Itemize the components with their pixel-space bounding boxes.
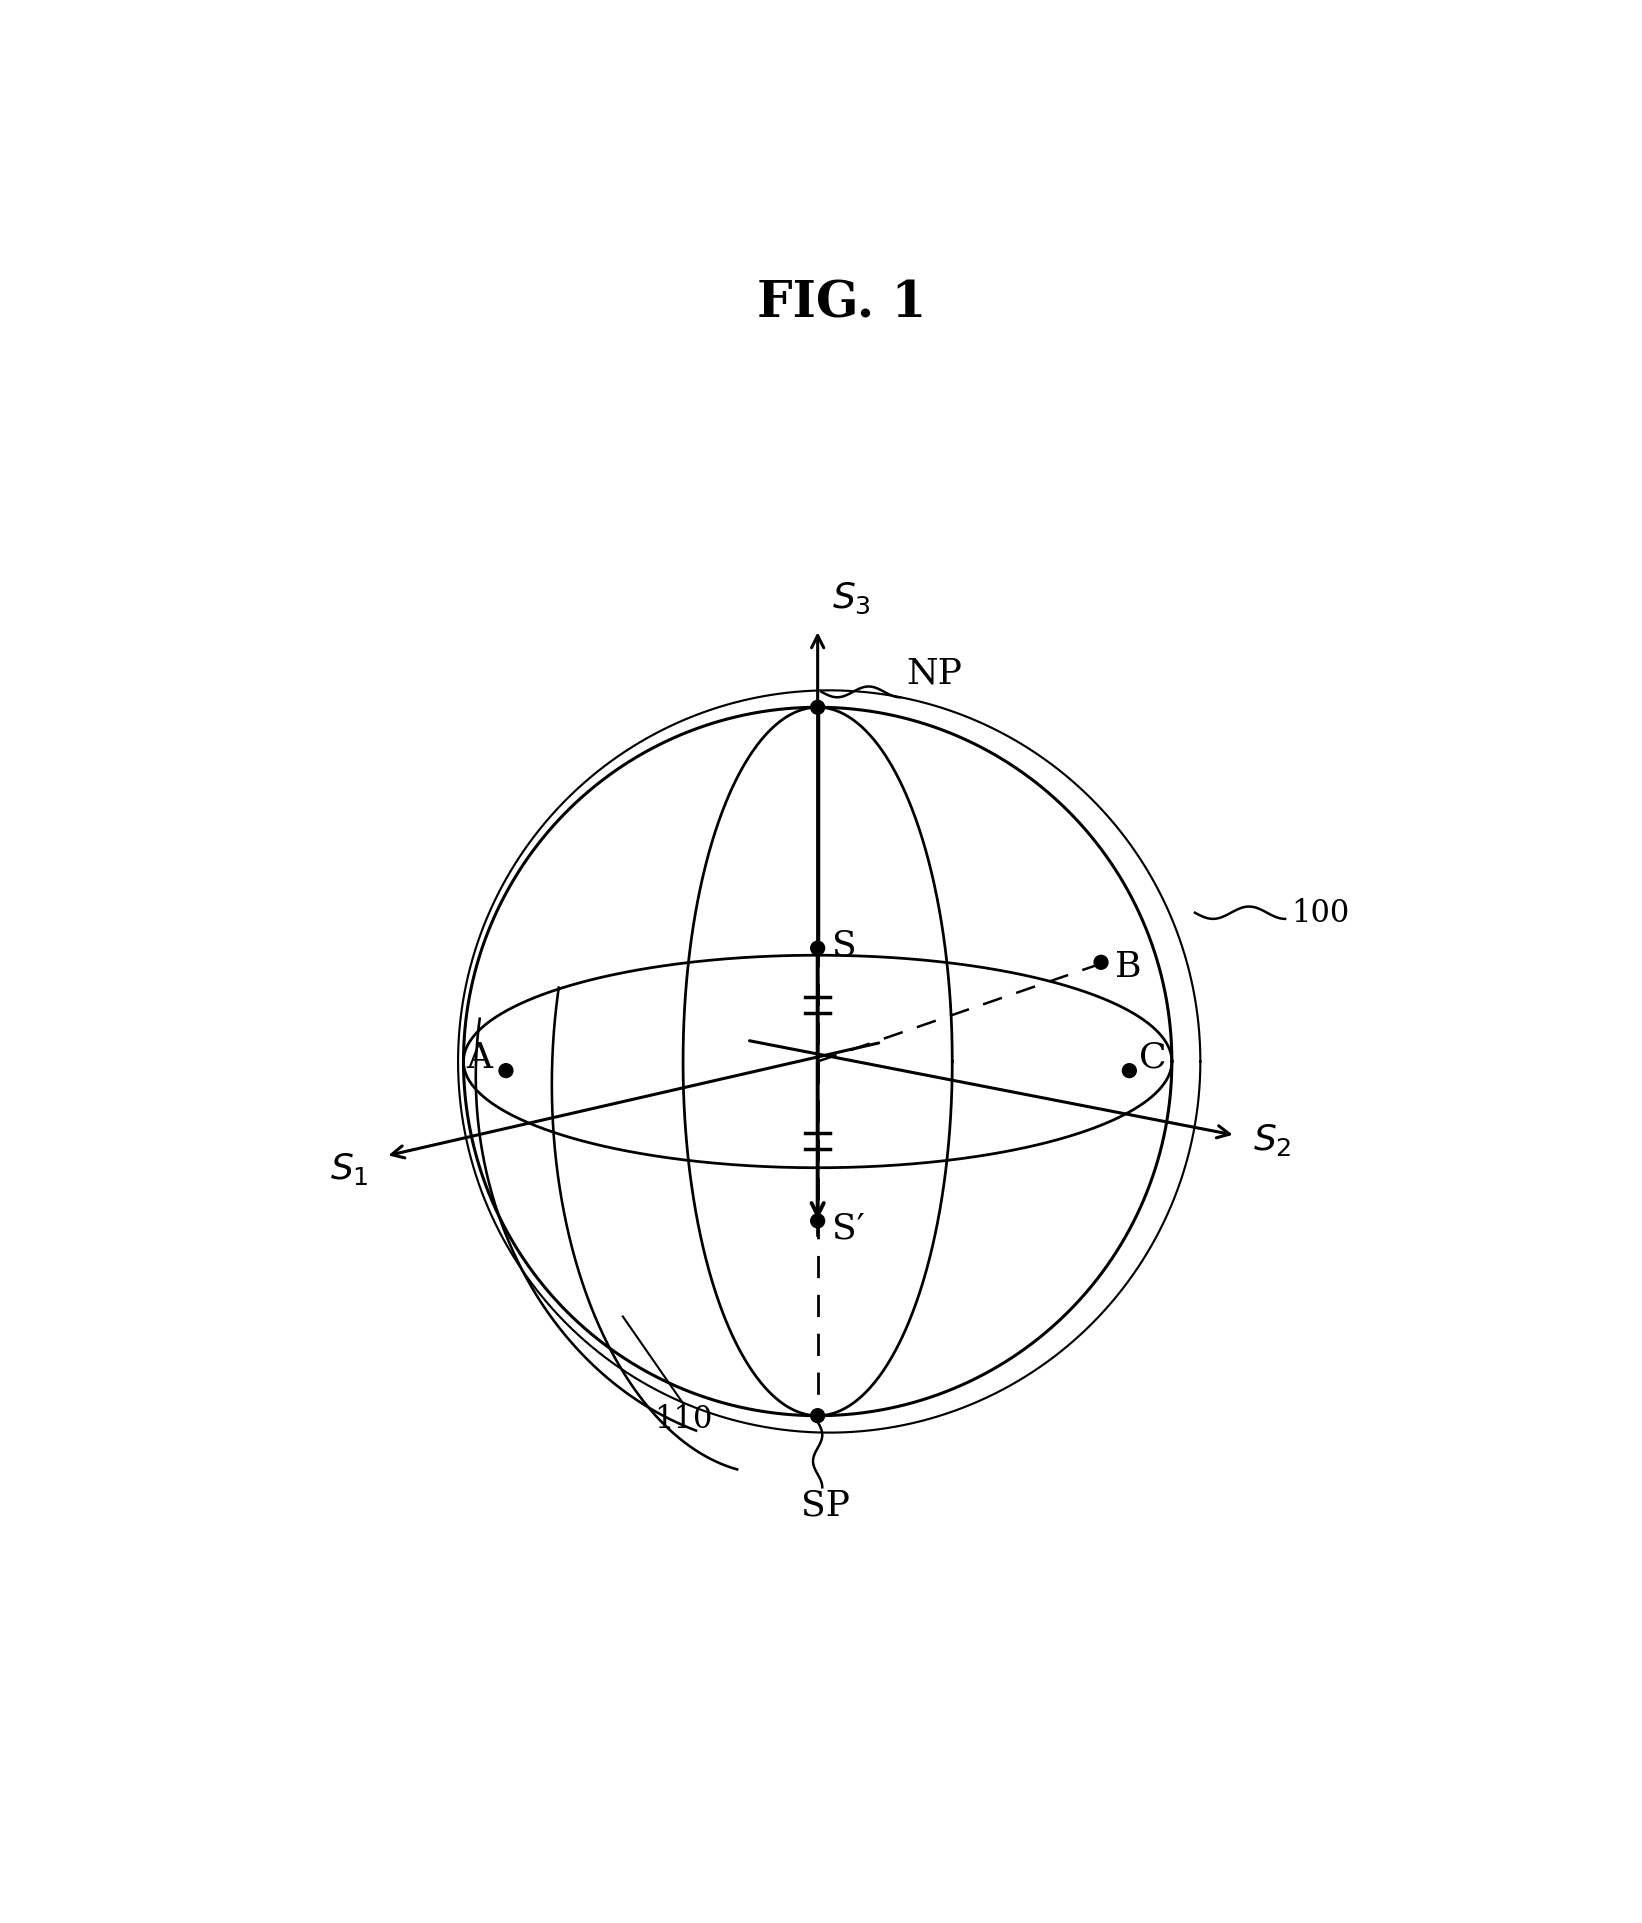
Circle shape: [811, 1410, 824, 1423]
Text: FIG. 1: FIG. 1: [757, 279, 926, 329]
Text: 100: 100: [1291, 898, 1350, 929]
Text: A: A: [466, 1040, 493, 1075]
Text: $S_2$: $S_2$: [1253, 1121, 1291, 1158]
Text: SP: SP: [801, 1488, 851, 1521]
Text: S′: S′: [831, 1210, 864, 1244]
Circle shape: [811, 942, 824, 956]
Text: NP: NP: [906, 656, 962, 690]
Circle shape: [811, 1213, 824, 1229]
Text: $S_1$: $S_1$: [330, 1150, 368, 1186]
Text: C: C: [1138, 1040, 1166, 1075]
Text: $S_3$: $S_3$: [831, 581, 870, 615]
Text: 110: 110: [654, 1404, 713, 1435]
Circle shape: [1123, 1063, 1136, 1079]
Circle shape: [499, 1063, 512, 1079]
Text: B: B: [1115, 950, 1141, 985]
Text: S: S: [831, 927, 855, 962]
Circle shape: [1094, 956, 1108, 969]
Circle shape: [811, 702, 824, 715]
